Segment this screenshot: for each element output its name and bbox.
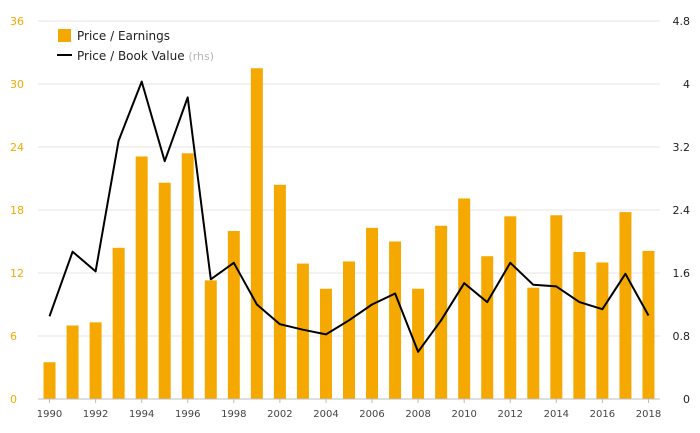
pe-bar xyxy=(504,216,517,399)
left-tick-label: 18 xyxy=(10,204,24,217)
pe-bar xyxy=(389,241,402,399)
left-axis-ticks: 0 6 12 18 24 30 36 xyxy=(10,15,24,406)
pe-bar xyxy=(158,182,171,399)
pe-bar xyxy=(596,262,609,399)
legend: Price / Earnings Price / Book Value (rhs… xyxy=(57,29,214,63)
right-tick-label: 1.6 xyxy=(673,267,691,280)
pe-bar xyxy=(112,247,125,399)
left-tick-label: 0 xyxy=(10,393,17,406)
right-tick-label: 0.8 xyxy=(673,330,691,343)
pe-bar xyxy=(66,325,79,399)
x-tick-label: 2010 xyxy=(451,409,476,420)
x-tick-label: 2014 xyxy=(544,409,569,420)
pe-bar xyxy=(435,225,448,399)
pe-bar xyxy=(43,362,56,399)
left-tick-label: 36 xyxy=(10,15,24,28)
pe-bar xyxy=(366,227,379,399)
pe-bar xyxy=(573,252,586,399)
left-tick-label: 30 xyxy=(10,78,24,91)
legend-label-pe: Price / Earnings xyxy=(77,29,170,43)
pe-bars xyxy=(43,68,655,399)
legend-label-pbv-name: Price / Book Value xyxy=(77,49,185,63)
pe-bar xyxy=(296,263,309,399)
x-tick-label: 2002 xyxy=(267,409,292,420)
right-tick-label: 4.8 xyxy=(673,15,691,28)
x-tick-label: 1996 xyxy=(175,409,200,420)
pe-bar xyxy=(319,288,332,399)
right-tick-label: 2.4 xyxy=(673,204,691,217)
pe-bar xyxy=(527,287,540,399)
x-tick-label: 2012 xyxy=(498,409,523,420)
pe-bar xyxy=(204,280,217,399)
left-tick-label: 6 xyxy=(10,330,17,343)
pe-bar xyxy=(250,68,263,399)
legend-label-pbv-suffix: (rhs) xyxy=(188,50,214,63)
pe-bar xyxy=(550,215,563,399)
x-tick-label: 2016 xyxy=(590,409,615,420)
x-tick-label: 2006 xyxy=(359,409,384,420)
pe-bar xyxy=(227,231,240,399)
x-tick-label: 1998 xyxy=(221,409,246,420)
pe-bar xyxy=(273,184,286,399)
pe-bar xyxy=(135,156,148,399)
legend-label-pbv: Price / Book Value (rhs) xyxy=(77,49,214,63)
pe-bar xyxy=(89,322,102,399)
x-tick-label: 1990 xyxy=(37,409,62,420)
legend-swatch-pe xyxy=(58,29,71,42)
left-tick-label: 24 xyxy=(10,141,24,154)
right-tick-label: 3.2 xyxy=(673,141,691,154)
price-book-line xyxy=(48,80,650,353)
right-tick-label: 4 xyxy=(683,78,690,91)
right-axis-ticks: 0 0.8 1.6 2.4 3.2 4 4.8 xyxy=(673,15,691,406)
pe-bar xyxy=(412,288,425,399)
x-tick-label: 2004 xyxy=(313,409,338,420)
left-tick-label: 12 xyxy=(10,267,24,280)
x-tick-label: 2018 xyxy=(636,409,661,420)
pe-bar xyxy=(619,212,632,399)
right-tick-label: 0 xyxy=(683,393,690,406)
pe-bar xyxy=(458,198,471,399)
pe-bar xyxy=(642,250,655,399)
pe-bar xyxy=(181,153,194,399)
x-axis-ticks: 1990 1992 1994 1996 1998 2002 2004 2006 2008 2010… xyxy=(37,399,661,420)
x-tick-label: 2008 xyxy=(405,409,430,420)
x-tick-label: 1992 xyxy=(83,409,108,420)
x-tick-label: 1994 xyxy=(129,409,154,420)
pe-bar xyxy=(481,256,494,399)
pe-bar xyxy=(343,261,355,399)
